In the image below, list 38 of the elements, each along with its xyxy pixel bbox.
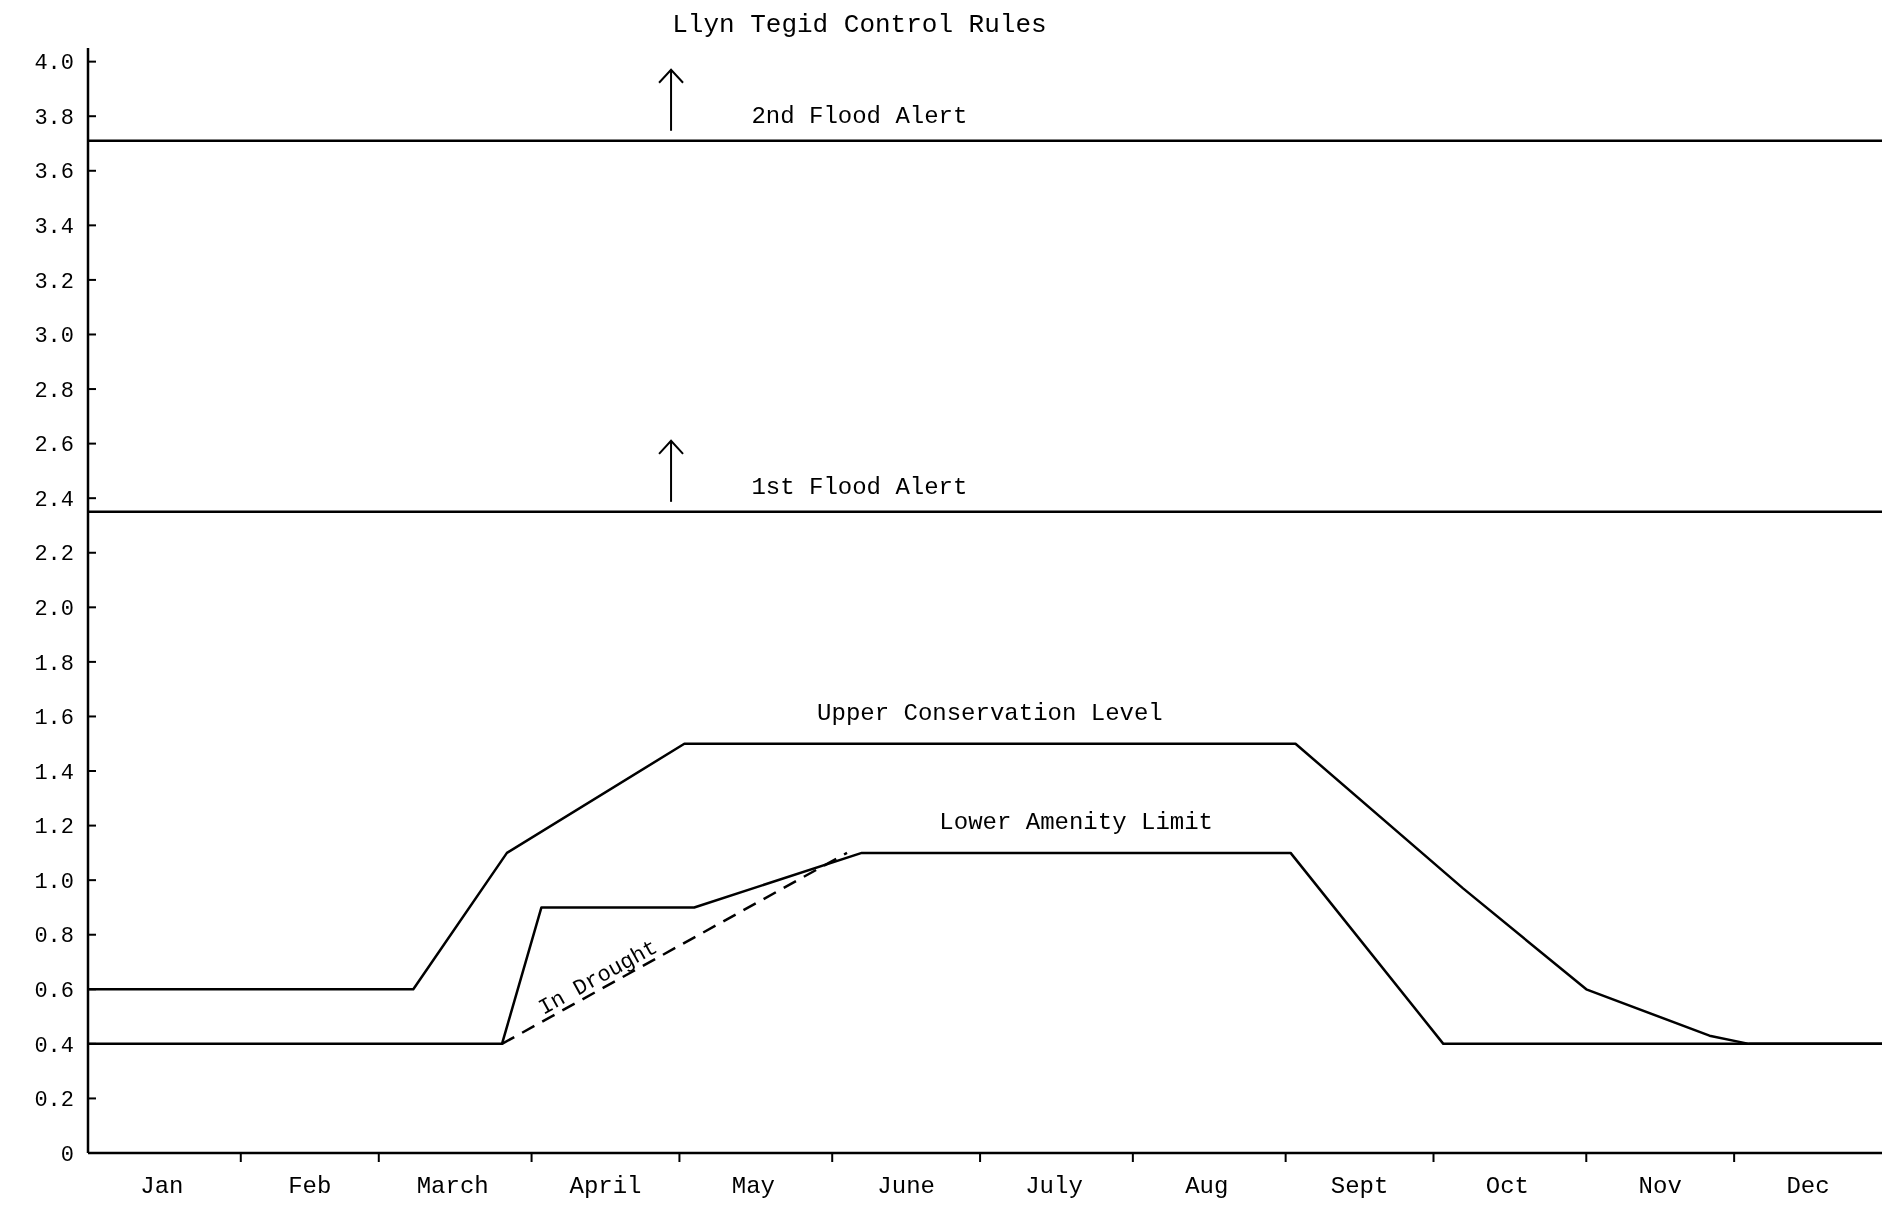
x-tick-label: Feb bbox=[288, 1173, 332, 1200]
y-tick-label: 3.2 bbox=[34, 269, 74, 295]
y-tick-label: 1.0 bbox=[34, 869, 74, 895]
y-tick-label: 3.6 bbox=[34, 160, 74, 186]
y-tick-label: 3.4 bbox=[34, 215, 74, 241]
y-tick-label: 2.0 bbox=[34, 597, 74, 623]
x-tick-label: April bbox=[569, 1173, 642, 1200]
y-tick-label: 1.2 bbox=[34, 815, 74, 841]
x-tick-label: Sept bbox=[1330, 1173, 1389, 1200]
ref-line-label: 1st Flood Alert bbox=[751, 473, 968, 501]
y-tick-label: 1.6 bbox=[34, 706, 74, 732]
x-tick-label: Aug bbox=[1185, 1173, 1229, 1200]
series-label: Lower Amenity Limit bbox=[939, 808, 1214, 836]
y-tick-label: 2.8 bbox=[34, 378, 74, 404]
y-tick-label: 1.8 bbox=[34, 651, 74, 677]
y-tick-label: 4.0 bbox=[34, 51, 74, 77]
y-tick-label: 0.4 bbox=[34, 1033, 74, 1059]
x-tick-label: Dec bbox=[1786, 1173, 1830, 1200]
y-tick-label: 2.4 bbox=[34, 487, 74, 513]
y-tick-label: 2.6 bbox=[34, 433, 74, 459]
x-tick-label: March bbox=[416, 1173, 489, 1200]
y-tick-label: 0.6 bbox=[34, 979, 74, 1004]
series-label: Upper Conservation Level bbox=[817, 699, 1163, 727]
ref-line-label: 2nd Flood Alert bbox=[751, 102, 968, 130]
y-tick-label: 2.2 bbox=[34, 542, 74, 568]
y-tick-label: 0.2 bbox=[34, 1088, 74, 1114]
chart-title: Llyn Tegid Control Rules bbox=[672, 10, 1047, 40]
x-tick-label: July bbox=[1025, 1173, 1083, 1200]
x-tick-label: June bbox=[877, 1173, 935, 1200]
y-tick-label: 3.8 bbox=[34, 105, 74, 131]
y-tick-label: 1.4 bbox=[34, 760, 74, 786]
x-tick-label: Oct bbox=[1485, 1173, 1530, 1200]
y-tick-label: 0 bbox=[60, 1142, 74, 1168]
x-tick-label: Nov bbox=[1638, 1173, 1682, 1200]
x-tick-label: Jan bbox=[140, 1173, 184, 1200]
y-tick-label: 0.8 bbox=[34, 924, 74, 950]
x-tick-label: May bbox=[731, 1173, 775, 1200]
y-tick-label: 3.0 bbox=[34, 324, 74, 350]
